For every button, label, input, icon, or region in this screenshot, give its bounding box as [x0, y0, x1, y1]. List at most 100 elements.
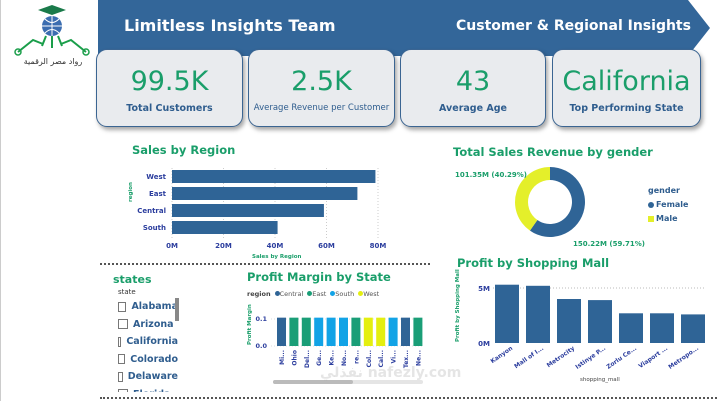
x-tick-label: Del...	[304, 350, 311, 368]
x-tick-label: 20M	[215, 242, 232, 250]
legend-dot-icon	[648, 215, 654, 222]
x-tick-label: Istinye P...	[574, 345, 607, 371]
slicer-item-florida[interactable]: Florida	[118, 386, 178, 392]
legend-female[interactable]: Female	[648, 200, 688, 209]
y-tick-label: West	[146, 173, 166, 181]
x-tick-label: Ge...	[316, 350, 323, 366]
legend-south[interactable]: South	[330, 290, 354, 298]
kpi-avg-revenue: 2.5K Average Revenue per Customer	[248, 49, 395, 127]
profit-margin-title: Profit Margin by State	[247, 270, 391, 284]
y-tick-label: 0.0	[255, 342, 267, 350]
legend-central[interactable]: Central	[274, 290, 303, 298]
bar-mall	[650, 313, 674, 343]
female-data-label: 150.22M (59.71%)	[573, 240, 645, 248]
page-subtitle: Customer & Regional Insights	[456, 18, 691, 34]
team-title: Limitless Insights Team	[124, 16, 336, 35]
x-tick-label: Col...	[366, 350, 373, 367]
checkbox[interactable]	[118, 354, 126, 365]
checkbox[interactable]	[118, 336, 122, 347]
logo-graduation-globe-icon	[14, 5, 90, 56]
slicer-item-delaware[interactable]: Delaware	[118, 368, 178, 386]
y-tick-label: Central	[137, 207, 166, 215]
states-field-label: state	[118, 288, 136, 296]
legend-dot-icon	[330, 291, 336, 296]
bar-mall	[681, 314, 705, 343]
y-tick-label: 0M	[478, 340, 490, 348]
bar-state	[401, 317, 410, 346]
profit-margin-chart: 0.0 0.1 Mi... Ohio Del... Ge... Ke... No... re..…	[255, 315, 423, 368]
legend-male[interactable]: Male	[648, 214, 678, 223]
slicer-item-arizona[interactable]: Arizona	[118, 316, 178, 334]
bar-mall	[526, 285, 550, 343]
x-tick-label: 60M	[318, 242, 335, 250]
y-tick-label: South	[143, 224, 166, 232]
x-tick-label: Tex...	[403, 350, 410, 368]
divider	[100, 397, 717, 399]
y-tick-label: 5M	[478, 285, 490, 293]
sales-region-chart: 0M 20M 40M 60M 80M West East Central South	[137, 168, 386, 250]
bar-mall	[557, 299, 581, 343]
legend-dot-icon	[307, 291, 313, 296]
x-tick-label: Cal...	[378, 350, 385, 367]
bar-central	[172, 204, 324, 217]
profit-margin-ylabel: Profit Margin	[247, 304, 253, 345]
bar-mall	[495, 284, 519, 343]
x-tick-label: Metropo...	[667, 345, 700, 371]
y-tick-label: East	[149, 190, 167, 198]
bar-mall	[588, 300, 612, 343]
checkbox[interactable]	[118, 301, 127, 312]
bar-south	[172, 221, 278, 234]
slicer-item-alabama[interactable]: Alabama	[118, 298, 178, 316]
x-tick-label: No...	[341, 350, 348, 366]
legend-dot-icon	[358, 291, 364, 296]
scrollbar-thumb[interactable]	[273, 380, 353, 384]
kpi-average-age: 43 Average Age	[400, 49, 546, 127]
x-tick-label: Mall of I...	[513, 345, 545, 370]
bar-state	[363, 317, 373, 346]
bar-state	[326, 317, 336, 346]
bar-state	[388, 317, 398, 346]
bar-east	[172, 187, 358, 200]
sales-region-title: Sales by Region	[132, 143, 236, 157]
states-slicer-list: Alabama Arizona California Colorado Delaware…	[118, 298, 178, 392]
donut-slice-female	[529, 167, 585, 237]
x-tick-label: Metrocity	[546, 345, 577, 369]
profit-margin-legend: region Central East South West	[247, 290, 380, 298]
x-tick-label: Kanyon	[489, 345, 514, 365]
legend-dot-icon	[274, 291, 280, 296]
logo-text: رواد مصر الرقمية	[23, 57, 83, 66]
legend-west[interactable]: West	[358, 290, 379, 298]
slicer-scrollbar[interactable]	[175, 298, 179, 321]
bar-state	[301, 317, 311, 346]
bar-west	[172, 170, 376, 183]
slicer-item-colorado[interactable]: Colorado	[118, 351, 178, 369]
slicer-item-california[interactable]: California	[118, 333, 178, 351]
legend-east[interactable]: East	[307, 290, 326, 298]
divider	[100, 263, 430, 265]
checkbox[interactable]	[118, 371, 123, 382]
profit-margin-scrollbar[interactable]	[273, 380, 423, 384]
states-slicer-title: states	[113, 273, 152, 286]
y-tick-label: 0.1	[255, 315, 267, 323]
x-tick-label: Ohio	[291, 350, 298, 366]
legend-dot-icon	[648, 201, 654, 208]
kpi-top-state: California Top Performing State	[552, 49, 701, 127]
checkbox[interactable]	[118, 319, 128, 330]
donut-slice-male	[515, 167, 550, 231]
x-tick-label: Ke...	[329, 350, 336, 365]
gender-title: Total Sales Revenue by gender	[453, 145, 653, 159]
bar-state	[351, 317, 361, 346]
gender-donut-chart	[515, 167, 585, 237]
x-tick-label: Ne...	[415, 350, 422, 366]
x-tick-label: Vi...	[391, 350, 398, 363]
x-tick-label: 0M	[166, 242, 178, 250]
x-tick-label: re...	[353, 350, 360, 364]
gender-legend-title: gender	[648, 186, 680, 195]
mall-xlabel: shopping_mall	[580, 377, 620, 383]
bar-state	[314, 317, 324, 346]
watermark: نفذلي nafezly.com	[320, 365, 462, 381]
checkbox[interactable]	[118, 389, 128, 392]
bar-state	[289, 317, 299, 346]
